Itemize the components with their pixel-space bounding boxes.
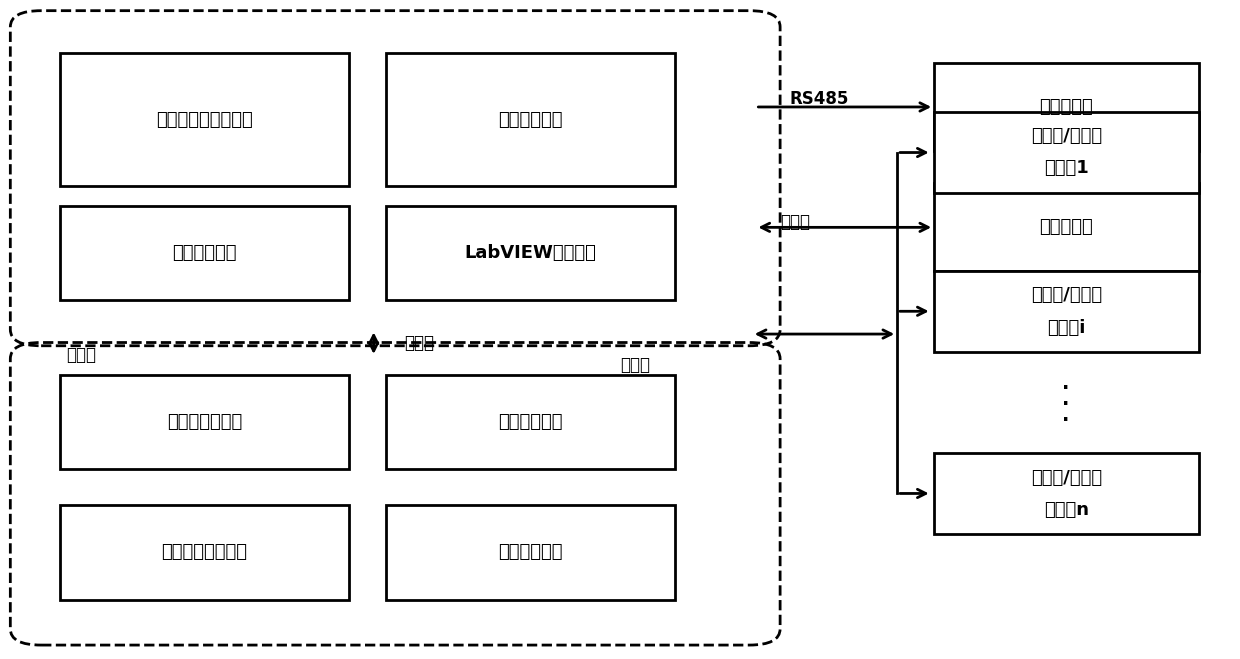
Text: 激振器i: 激振器i [1048, 319, 1086, 337]
Bar [386, 206, 676, 301]
Text: 激振器n: 激振器n [1044, 501, 1089, 519]
Text: ·: · [1063, 395, 1070, 414]
Text: 激光测距仪: 激光测距仪 [1039, 98, 1094, 115]
Text: 以太网: 以太网 [404, 333, 434, 351]
Bar [386, 53, 676, 186]
Text: 上位机: 上位机 [66, 346, 95, 364]
Text: 单缸控制模块: 单缸控制模块 [498, 544, 563, 561]
Bar [934, 183, 1199, 271]
Text: 频率搜索与跟踪模块: 频率搜索与跟踪模块 [156, 111, 253, 129]
Text: 激振器1: 激振器1 [1044, 159, 1089, 177]
Text: 状态信号采集模块: 状态信号采集模块 [161, 544, 247, 561]
Bar [60, 505, 348, 600]
Text: 以太网: 以太网 [780, 213, 810, 231]
Bar [934, 111, 1199, 193]
Text: 数据记录模块: 数据记录模块 [172, 244, 237, 262]
Text: 驱动器/电动缸: 驱动器/电动缸 [1030, 287, 1102, 304]
Bar [60, 375, 348, 469]
Bar [386, 505, 676, 600]
Text: RS485: RS485 [790, 90, 849, 107]
Text: LabVIEW通信模块: LabVIEW通信模块 [465, 244, 596, 262]
Bar [934, 63, 1199, 150]
Bar [934, 271, 1199, 353]
Text: 传感检测模块: 传感检测模块 [498, 111, 563, 129]
Bar [60, 206, 348, 301]
Text: 应变测试仪: 应变测试仪 [1039, 218, 1094, 236]
Text: ·: · [1063, 378, 1070, 397]
Text: 驱动器/电动缸: 驱动器/电动缸 [1030, 127, 1102, 145]
Bar [386, 375, 676, 469]
Text: 下位机: 下位机 [620, 355, 650, 374]
Text: 控制器通信模块: 控制器通信模块 [166, 413, 242, 431]
Text: ·: · [1063, 411, 1070, 430]
Bar [934, 453, 1199, 534]
Text: 驱动器/电动缸: 驱动器/电动缸 [1030, 469, 1102, 486]
Bar [60, 53, 348, 186]
Text: 同步控制模块: 同步控制模块 [498, 413, 563, 431]
